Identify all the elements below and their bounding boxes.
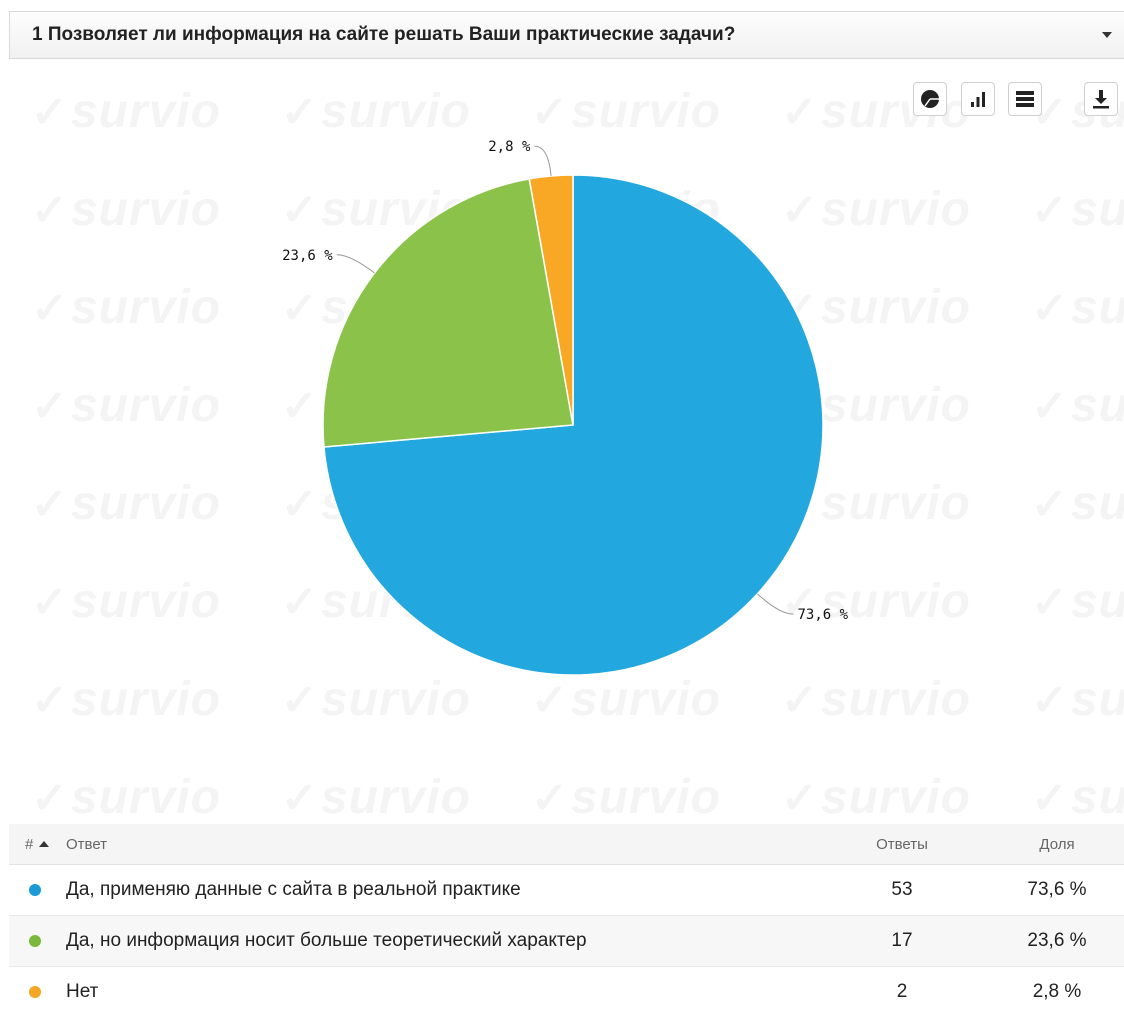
share-header[interactable]: Доля <box>1039 835 1075 853</box>
watermark-text: ✓survio <box>1031 575 1124 628</box>
legend-dot-icon <box>29 935 41 947</box>
table-view-icon <box>1016 91 1034 107</box>
count-header[interactable]: Ответы <box>876 835 928 853</box>
data-label-connector <box>757 593 794 615</box>
download-icon <box>1093 90 1109 109</box>
pie-chart-icon <box>921 90 939 108</box>
watermark-text: ✓survio <box>281 183 471 236</box>
answer-header[interactable]: Ответ <box>66 835 108 853</box>
watermark-text: ✓survio <box>31 673 221 726</box>
watermark-text: ✓survio <box>1031 673 1124 726</box>
data-label-connector <box>534 145 552 177</box>
data-label: 23,6 % <box>282 248 333 264</box>
watermark-text: ✓survio <box>31 183 221 236</box>
download-button[interactable] <box>1084 82 1118 116</box>
pie-slice[interactable] <box>528 174 574 426</box>
watermark-text: ✓survio <box>31 281 221 334</box>
watermark-text: ✓survio <box>31 379 221 432</box>
watermark-text: ✓survio <box>1031 281 1124 334</box>
share-cell: 23,6 % <box>1027 930 1087 951</box>
answer-cell: Да, применяю данные с сайта в реальной п… <box>66 879 521 900</box>
watermark-text: ✓survio <box>781 771 971 824</box>
watermark-text: ✓survio <box>781 673 971 726</box>
watermark-text: ✓survio <box>1031 183 1124 236</box>
pie-slice[interactable] <box>322 177 574 448</box>
bar-chart-button[interactable] <box>961 82 995 116</box>
data-label-connector <box>336 254 375 274</box>
table-row: Да, применяю данные с сайта в реальной п… <box>9 865 1124 916</box>
watermark-text: ✓survio <box>281 673 471 726</box>
pie-chart: 73,6 % 23,6 % 2,8 % <box>282 139 849 676</box>
watermark-text: ✓survio <box>531 85 721 138</box>
watermark-text: ✓survio <box>781 281 971 334</box>
watermark-text: ✓survio <box>1031 771 1124 824</box>
answer-cell: Да, но информация носит больше теоретиче… <box>66 930 587 951</box>
table-row: Нет 2 2,8 % <box>9 967 1124 1017</box>
chart-area: ✓survio ✓survio ✓survio ✓survio ✓survio ✓surv… <box>9 59 1124 824</box>
watermark-text: ✓survio <box>281 85 471 138</box>
watermark-text: ✓survio <box>31 771 221 824</box>
watermark-text: ✓survio <box>781 183 971 236</box>
table-header: # Ответ Ответы Доля <box>9 824 1124 865</box>
watermark-text: ✓survio <box>281 771 471 824</box>
sort-hash-header[interactable]: # <box>9 836 66 853</box>
data-label: 2,8 % <box>488 139 531 155</box>
watermark-text: ✓survio <box>531 673 721 726</box>
chevron-down-icon[interactable] <box>1102 32 1112 38</box>
hash-header-label: # <box>25 835 34 853</box>
pie-chart-button[interactable] <box>913 82 947 116</box>
watermark-text: ✓survio <box>531 771 721 824</box>
share-cell: 2,8 % <box>1032 981 1082 1002</box>
watermark-text: ✓survio <box>781 575 971 628</box>
watermark-text: ✓survio <box>31 575 221 628</box>
table-view-button[interactable] <box>1008 82 1042 116</box>
watermark-text: ✓survio <box>1031 477 1124 530</box>
count-cell: 2 <box>896 981 908 1002</box>
bar-chart-icon <box>971 92 985 107</box>
count-cell: 53 <box>891 879 913 900</box>
share-cell: 73,6 % <box>1027 879 1087 900</box>
sort-asc-icon[interactable] <box>39 841 50 847</box>
legend-dot-icon <box>29 986 41 998</box>
answer-cell: Нет <box>66 981 99 1002</box>
question-dropdown[interactable]: 1 Позволяет ли информация на сайте решат… <box>9 11 1124 59</box>
data-label: 73,6 % <box>798 607 849 623</box>
answers-table: # Ответ Ответы Доля Да, применяю данные … <box>9 824 1124 1017</box>
legend-dot-icon <box>29 884 41 896</box>
watermark-text: ✓survio <box>1031 379 1124 432</box>
count-cell: 17 <box>891 930 913 951</box>
watermark-text: ✓survio <box>31 85 221 138</box>
watermark-text: ✓survio <box>31 477 221 530</box>
question-title: 1 Позволяет ли информация на сайте решат… <box>32 24 736 45</box>
table-row: Да, но информация носит больше теоретиче… <box>9 916 1124 967</box>
